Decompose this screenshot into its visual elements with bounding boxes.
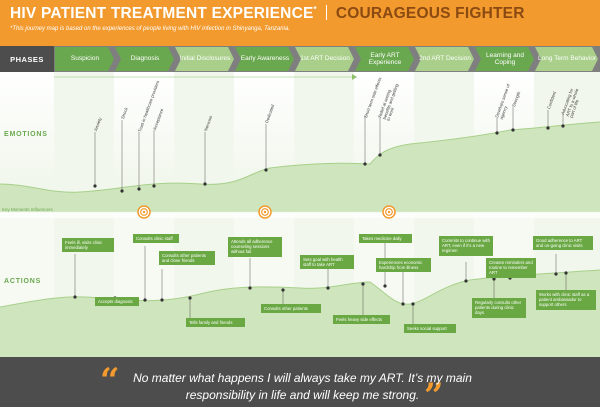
phases-label: PHASES xyxy=(0,46,54,72)
phase-chevron xyxy=(175,47,234,71)
emotion-curve-area xyxy=(0,122,600,212)
phase-chevron xyxy=(235,47,294,71)
page-title: HIV PATIENT TREATMENT EXPERIENCE* COURAGE… xyxy=(10,5,525,23)
emotions-section-label: EMOTIONS xyxy=(4,131,48,138)
key-moment-target-icon xyxy=(137,205,151,219)
action-box: Takes medicine daily xyxy=(359,234,412,244)
emotion-point xyxy=(378,153,382,157)
header-banner xyxy=(0,0,600,46)
phase-initial-disclosures: Initial Disclosures xyxy=(177,47,233,71)
phase-early-art-experience: Early ART Experience xyxy=(357,47,413,71)
emotion-point xyxy=(203,182,207,186)
emotion-point xyxy=(546,126,550,130)
action-point xyxy=(326,286,330,290)
title-divider xyxy=(325,5,327,21)
emotion-point xyxy=(511,128,515,132)
open-quote-mark: “ xyxy=(100,361,120,401)
key-moments-label: Key Moments Influencers xyxy=(2,207,53,212)
phase-label-text: Early ART Experience xyxy=(368,51,402,67)
action-box: Feels ill, visits clinic immediately xyxy=(62,238,114,253)
emotion-curve xyxy=(0,121,600,193)
action-point xyxy=(361,282,365,286)
emotion-point xyxy=(363,162,367,166)
action-box: Feels heavy side effects xyxy=(333,315,390,325)
persona-title: COURAGEOUS FIGHTER xyxy=(335,5,525,23)
phase-suspicion: Suspicion xyxy=(57,47,113,71)
phase-label-text: 2nd ART Decision xyxy=(419,55,471,63)
title-footnote-mark: * xyxy=(313,5,317,14)
action-curve-area xyxy=(0,270,600,357)
action-point xyxy=(401,302,405,306)
phase-label-text: Diagnosis xyxy=(130,55,160,63)
action-box: Consults other patients xyxy=(261,304,321,314)
emotion-point xyxy=(137,187,141,191)
action-point xyxy=(248,286,252,290)
phase-chevron xyxy=(115,47,174,71)
key-moment-markers xyxy=(137,205,396,219)
phase-label-text: 1st ART Decision xyxy=(300,55,350,63)
action-box: Commits to continue with ART, even if it… xyxy=(439,236,493,256)
action-box: Creates reminders and routine to remembe… xyxy=(486,258,536,278)
title-text: HIV PATIENT TREATMENT EXPERIENCE xyxy=(10,5,314,23)
emotion-point xyxy=(561,124,565,128)
close-quote-mark: ” xyxy=(424,376,444,416)
action-point xyxy=(73,295,77,299)
progress-arrow xyxy=(352,74,357,80)
emotion-point xyxy=(495,131,499,135)
phase-label-text: Learning and Coping xyxy=(486,51,524,67)
action-box: Experiences economic hardship from illne… xyxy=(376,258,431,273)
action-point xyxy=(464,279,468,283)
action-point xyxy=(554,272,558,276)
action-point xyxy=(411,302,415,306)
phase-long-term-behavior: Long Term Behavior xyxy=(537,47,597,71)
action-box: Good adherence to ART and on-going clini… xyxy=(533,236,593,251)
action-connectors xyxy=(74,242,567,324)
phase-arrows xyxy=(55,47,598,71)
phase-1st-art-decision: 1st ART Decision xyxy=(297,47,353,71)
phase-2nd-art-decision: 2nd ART Decision xyxy=(417,47,473,71)
phase-diagnosis: Diagnosis xyxy=(117,47,173,71)
quote-band xyxy=(0,357,600,407)
action-point xyxy=(143,298,147,302)
phase-chevron xyxy=(355,47,414,71)
phase-chevron xyxy=(475,47,534,71)
action-box: Tells family and friends xyxy=(186,318,245,328)
key-moment-target-icon xyxy=(382,205,396,219)
phase-chevron xyxy=(415,47,474,71)
phase-chevron xyxy=(295,47,354,71)
key-moments-band xyxy=(0,212,600,218)
action-box: Regularly consults other patients during… xyxy=(472,298,526,318)
action-box: Works with clinic staff as a patient amb… xyxy=(536,290,596,310)
phase-label-text: Early Awareness xyxy=(240,55,290,63)
action-point xyxy=(160,298,164,302)
patient-quote: No matter what happens I will always tak… xyxy=(133,371,472,402)
action-point xyxy=(188,296,192,300)
action-point xyxy=(281,288,285,292)
emotion-point xyxy=(264,168,268,172)
key-moment-target-icon xyxy=(258,205,272,219)
action-box: Consults other patients and close friend… xyxy=(159,251,215,266)
actions-section-label: ACTIONS xyxy=(4,278,42,285)
phase-learning-and-coping: Learning and Coping xyxy=(477,47,533,71)
phase-label-text: Suspicion xyxy=(70,55,100,63)
emotion-point xyxy=(120,189,124,193)
emotion-points xyxy=(93,124,565,193)
action-box: Consults clinic staff xyxy=(133,234,179,244)
phase-chevron xyxy=(55,47,114,71)
action-box: Seeks social support xyxy=(404,324,456,334)
action-point xyxy=(564,271,568,275)
action-box: Accepts diagnosis xyxy=(95,297,139,307)
emotion-connectors xyxy=(94,107,564,191)
action-box: Sets goal with health staff to take ART xyxy=(300,255,354,270)
action-point xyxy=(492,277,496,281)
phase-label-text: Initial Disclosures xyxy=(179,55,231,63)
phase-chevron xyxy=(535,47,598,71)
emotion-point xyxy=(93,184,97,188)
subtitle: *This journey map is based on the experi… xyxy=(10,26,290,32)
emotion-point xyxy=(152,184,156,188)
phase-early-awareness: Early Awareness xyxy=(237,47,293,71)
action-box: Attends all adherence counseling session… xyxy=(228,237,282,257)
action-point xyxy=(383,284,387,288)
phase-label-text: Long Term Behavior xyxy=(537,55,597,63)
